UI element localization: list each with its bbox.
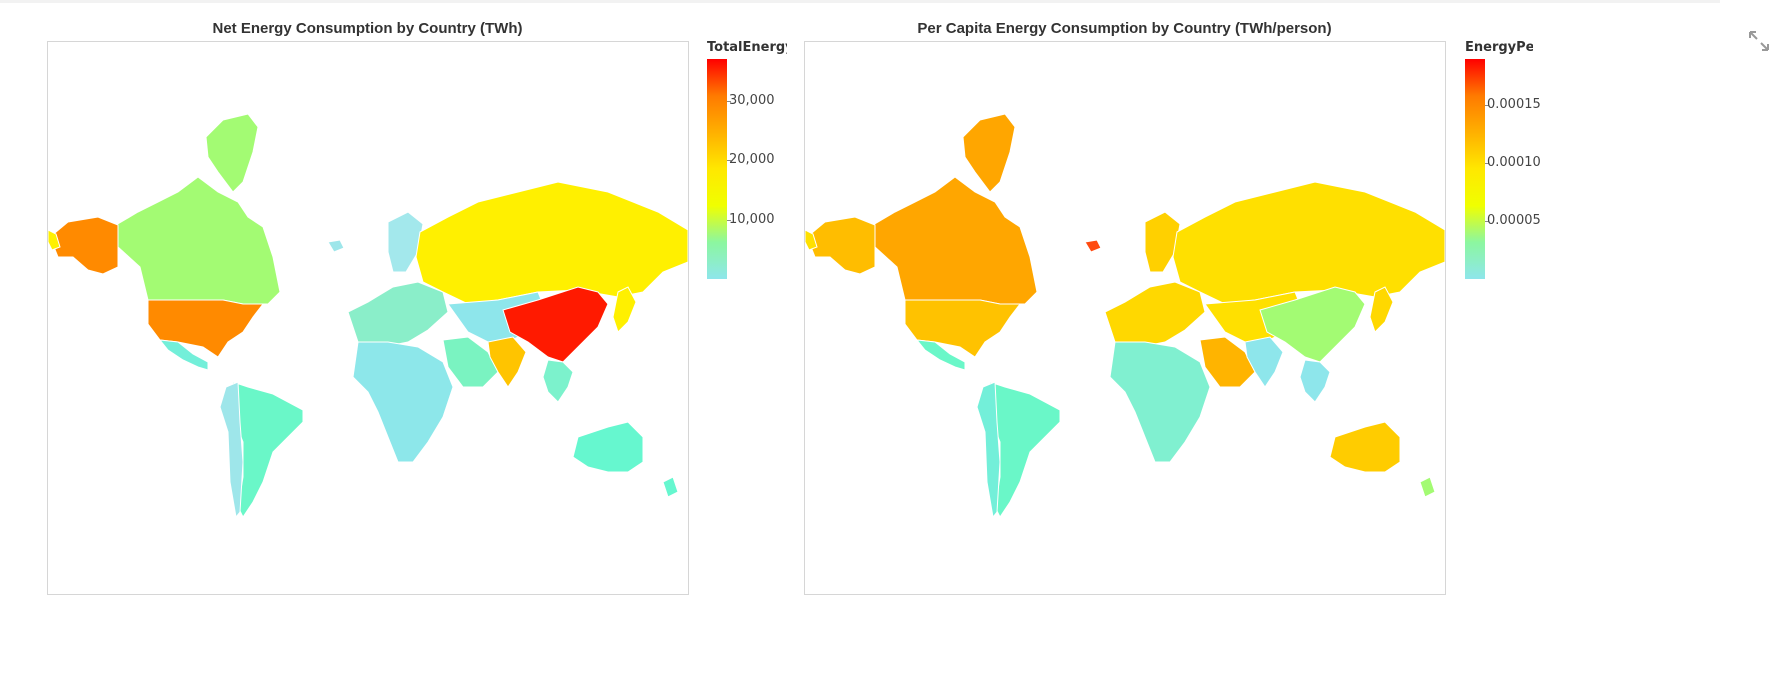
region-africa[interactable] [352,341,454,463]
region-europe[interactable] [1104,281,1206,348]
region-greenland[interactable] [205,113,259,193]
region-china[interactable] [1259,286,1366,363]
colorbar-tick-mark [727,219,731,221]
colorbar-total [707,59,727,279]
expand-icon[interactable] [1748,30,1770,52]
colorbar-title-percapita: EnergyPerC [1465,40,1533,55]
top-divider [0,0,1720,3]
region-andes[interactable] [976,381,1001,519]
region-africa[interactable] [1109,341,1211,463]
region-iceland[interactable] [327,239,345,253]
colorbar-tick-mark [727,100,731,102]
region-iceland[interactable] [1084,239,1102,253]
region-south-america[interactable] [989,381,1061,518]
map-total[interactable] [47,41,689,595]
region-andes[interactable] [219,381,244,519]
region-mexico[interactable] [915,339,966,371]
region-russia[interactable] [1172,181,1445,305]
colorbar-tick-label: 0.00015 [1487,97,1541,113]
colorbar-percapita [1465,59,1485,279]
region-greenland[interactable] [962,113,1016,193]
colorbar-tick-label: 10,000 [729,211,775,227]
region-middle-east[interactable] [1199,336,1256,388]
colorbar-title-total: TotalEnergy [707,40,787,55]
region-alaska-tip[interactable] [805,229,818,251]
region-alaska[interactable] [806,216,876,275]
colorbar-tick-label: 0.00005 [1487,213,1541,229]
colorbar-tick-label: 30,000 [729,92,775,108]
colorbar-tick-label: 0.00010 [1487,155,1541,171]
region-canada[interactable] [115,176,281,305]
region-india[interactable] [1244,336,1284,388]
region-se-asia[interactable] [542,359,574,403]
region-se-asia[interactable] [1299,359,1331,403]
region-new-zealand[interactable] [1419,476,1436,498]
region-middle-east[interactable] [442,336,499,388]
region-alaska[interactable] [49,216,119,275]
region-australia[interactable] [572,421,644,473]
region-europe[interactable] [347,281,449,348]
map-title-percapita: Per Capita Energy Consumption by Country… [917,20,1332,37]
region-scandinavia[interactable] [1144,211,1181,273]
region-usa[interactable] [147,299,265,358]
region-australia[interactable] [1329,421,1401,473]
region-alaska-tip[interactable] [48,229,61,251]
region-scandinavia[interactable] [387,211,424,273]
region-usa[interactable] [904,299,1022,358]
colorbar-tick-mark [1485,105,1489,107]
region-japan[interactable] [612,286,637,333]
region-south-america[interactable] [232,381,304,518]
region-canada[interactable] [872,176,1038,305]
region-india[interactable] [487,336,527,388]
map-title-total: Net Energy Consumption by Country (TWh) [212,20,523,37]
region-russia[interactable] [415,181,688,305]
world-map-percapita [805,113,1445,519]
colorbar-tick-mark [1485,163,1489,165]
colorbar-tick-mark [1485,221,1489,223]
region-mexico[interactable] [158,339,209,371]
region-japan[interactable] [1369,286,1394,333]
world-map-total [48,113,688,519]
map-percapita[interactable] [804,41,1446,595]
region-new-zealand[interactable] [662,476,679,498]
region-china[interactable] [502,286,609,363]
colorbar-tick-mark [727,160,731,162]
colorbar-tick-label: 20,000 [729,152,775,168]
